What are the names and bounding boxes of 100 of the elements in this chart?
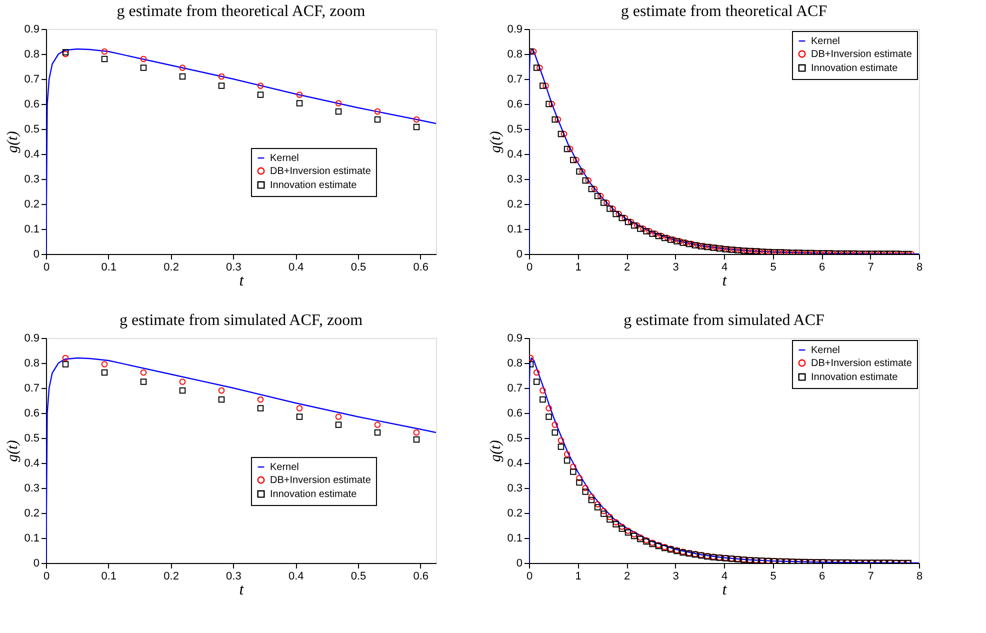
point: [335, 422, 342, 428]
x-tick-label: 0.5: [350, 570, 366, 582]
y-tick-label: 0.1: [507, 224, 522, 236]
y-tick-label: 0.6: [507, 408, 522, 420]
x-tick-label: 5: [770, 262, 776, 274]
point: [413, 116, 420, 123]
x-tick-label: 3: [672, 570, 679, 582]
point: [257, 405, 264, 412]
y-tick-label: 0.6: [507, 98, 522, 110]
point: [62, 354, 69, 362]
x-tick-label: 0.1: [101, 262, 117, 274]
x-tick-label: 0.6: [413, 262, 429, 274]
x-tick-label: 3: [672, 262, 679, 274]
y-tick-label: 0.5: [507, 432, 522, 444]
y-tick-label: 0.8: [24, 48, 40, 60]
y-tick-label: 0.7: [24, 382, 40, 394]
x-tick-label: 4: [721, 570, 728, 582]
point: [296, 92, 303, 98]
point: [101, 56, 108, 62]
legend-label: Innovation estimate: [811, 63, 898, 74]
x-tick-label: 2: [624, 570, 630, 582]
y-axis-title: g(t): [488, 440, 504, 462]
y-tick-label: 0: [516, 248, 522, 260]
x-tick-label: 1: [575, 570, 582, 582]
point: [101, 361, 108, 368]
y-axis-title: g(t): [5, 131, 22, 153]
x-tick-label: 8: [916, 262, 923, 274]
point: [335, 108, 342, 115]
x-tick-label: 0: [43, 262, 50, 274]
point: [62, 361, 69, 368]
point: [179, 378, 186, 385]
point: [335, 100, 342, 106]
y-tick-label: 0.5: [24, 432, 40, 444]
point: [218, 73, 225, 80]
y-tick-label: 0.9: [24, 332, 40, 344]
y-tick-label: 0.3: [24, 174, 40, 186]
y-tick-label: 0.9: [507, 24, 522, 36]
x-axis-title: t: [722, 272, 728, 290]
x-tick-label: 0: [526, 262, 533, 274]
x-tick-label: 6: [818, 262, 826, 274]
y-tick-label: 0: [33, 558, 40, 570]
legend-label: DB+Inversion estimate: [811, 49, 912, 60]
x-axis-title: t: [239, 582, 244, 598]
x-tick-label: 0.4: [288, 262, 304, 274]
point: [179, 73, 186, 80]
x-tick-label: 0.3: [226, 570, 242, 582]
x-tick-label: 4: [721, 262, 728, 274]
y-tick-label: 0.1: [507, 532, 522, 544]
y-tick-label: 0.5: [24, 124, 40, 136]
legend-label: Kernel: [811, 345, 840, 356]
y-tick-label: 0: [516, 558, 522, 570]
legend-label: Innovation estimate: [270, 180, 358, 191]
point: [257, 82, 264, 89]
x-tick-label: 2: [624, 262, 630, 274]
y-tick-label: 0.9: [24, 24, 40, 36]
y-tick-label: 0.4: [24, 148, 40, 160]
legend-label: DB+Inversion estimate: [270, 475, 372, 486]
point: [140, 378, 147, 385]
y-tick-label: 0.7: [507, 74, 522, 86]
chart-title: g estimate from theoretical ACF, zoom: [116, 3, 366, 20]
x-tick-label: 1: [575, 262, 582, 274]
legend-label: Kernel: [270, 153, 299, 164]
point: [374, 108, 381, 115]
point: [374, 429, 381, 436]
y-tick-label: 0.1: [24, 532, 40, 544]
legend-label: Innovation estimate: [270, 489, 358, 500]
y-axis-title: g(t): [5, 440, 22, 462]
point: [413, 436, 420, 443]
x-tick-label: 0.2: [164, 262, 179, 274]
y-tick-label: 0.6: [24, 408, 40, 420]
point: [335, 414, 342, 420]
legend-label: Kernel: [270, 462, 299, 473]
y-tick-label: 0.1: [24, 224, 40, 236]
y-tick-label: 0.8: [24, 358, 40, 370]
point: [101, 48, 108, 55]
point: [179, 64, 186, 71]
y-tick-label: 0.5: [507, 124, 522, 136]
chart-title: g estimate from simulated ACF: [624, 312, 825, 329]
x-tick-label: 0.5: [350, 262, 366, 274]
point: [374, 116, 381, 123]
legend-label: DB+Inversion estimate: [811, 358, 912, 369]
y-tick-label: 0.2: [24, 508, 40, 520]
chart-title: g estimate from simulated ACF, zoom: [119, 312, 364, 329]
y-tick-label: 0: [33, 248, 40, 260]
x-tick-label: 0.6: [413, 570, 429, 582]
point: [140, 56, 147, 62]
point: [218, 82, 225, 89]
y-tick-label: 0.4: [507, 148, 522, 160]
chart-title: g estimate from theoretical ACF: [620, 3, 828, 20]
x-axis-title: t: [239, 272, 244, 290]
point: [296, 414, 303, 420]
x-tick-label: 0.1: [101, 570, 117, 582]
point: [101, 369, 108, 376]
y-tick-label: 0.9: [507, 332, 522, 344]
y-tick-label: 0.8: [507, 48, 522, 60]
point: [140, 369, 147, 376]
y-tick-label: 0.2: [507, 198, 522, 210]
point: [140, 64, 147, 71]
point: [374, 422, 381, 428]
point: [413, 124, 420, 130]
